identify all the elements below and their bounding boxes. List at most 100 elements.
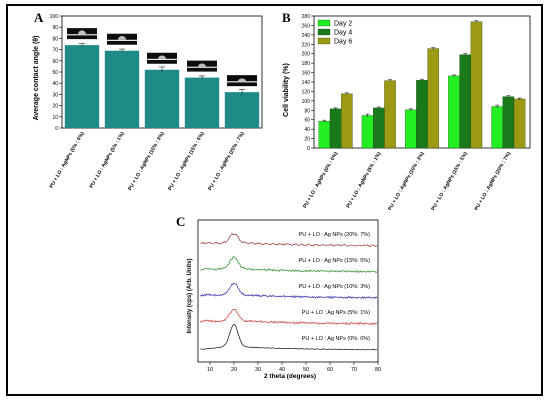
x-tick-label: 40 <box>279 367 285 373</box>
droplet-image-surface <box>67 34 97 36</box>
x-tick-label: 60 <box>327 367 333 373</box>
x-tick-label: 30 <box>255 367 261 373</box>
x-tick-label: PU + LO : AgNPs (5% : 1%) <box>89 131 126 190</box>
panel-c-letter: C <box>176 214 185 229</box>
y-tick-label: 120 <box>302 89 311 95</box>
droplet-shape <box>78 30 86 35</box>
x-tick-label: 70 <box>351 367 357 373</box>
bar <box>416 79 428 149</box>
droplet-image-surface <box>147 58 177 61</box>
y-tick-label: 200 <box>302 52 311 58</box>
bar <box>513 98 526 149</box>
y-tick-label: 90 <box>52 25 58 31</box>
y-tick-label: 100 <box>302 99 311 105</box>
bar <box>448 75 460 149</box>
x-tick-label: PU + LO : AgNPs (0% : 0%) <box>302 151 339 210</box>
series-label: PU + LO : Ag NPs (0%: 0%) <box>302 336 370 342</box>
legend-swatch <box>317 19 331 27</box>
panel-c-xlabel: 2 theta (degrees) <box>264 373 316 380</box>
chart-panel-c: C Intensity (cps) (Arb. Units) 2 theta (… <box>176 214 381 380</box>
bar <box>459 54 471 149</box>
droplet-shape <box>118 36 126 40</box>
y-tick-label: 60 <box>304 118 310 124</box>
legend-label: Day 4 <box>334 30 352 37</box>
y-tick-label: 160 <box>302 71 311 77</box>
y-tick-label: 0 <box>307 146 310 152</box>
legend-label: Day 6 <box>334 39 352 46</box>
droplet-shape <box>238 78 246 82</box>
bar <box>341 93 353 149</box>
droplet-image-surface <box>107 39 137 41</box>
bar <box>329 108 342 149</box>
x-tick-label: 80 <box>375 367 381 373</box>
bar <box>427 48 439 149</box>
bar <box>373 107 385 149</box>
y-tick-label: 0 <box>55 126 58 132</box>
y-tick-label: 140 <box>302 80 311 86</box>
x-tick-label: PU + LO : AgNPs (20% : 7%) <box>207 131 246 192</box>
y-tick-label: 60 <box>52 59 58 65</box>
bar <box>470 21 483 149</box>
bar <box>361 115 374 149</box>
x-tick-label: 20 <box>231 367 237 373</box>
y-tick-label: 280 <box>302 14 311 20</box>
legend-swatch <box>317 37 331 45</box>
series-label: PU + LO : Ag NPs (5%: 1%) <box>302 310 370 316</box>
series-line <box>200 232 378 247</box>
y-tick-label: 100 <box>50 14 59 20</box>
panel-c-ylabel: Intensity (cps) (Arb. Units) <box>187 258 193 333</box>
series-line <box>200 308 378 326</box>
y-tick-label: 240 <box>302 33 311 39</box>
y-tick-label: 20 <box>304 137 310 143</box>
panel-b-ylabel: Cell viability (%) <box>283 63 290 117</box>
chart-panel-a: A Average contact angle (θ) 0 10 20 30 40 50 6… <box>33 10 263 192</box>
legend: Day 2 Day 4 Day 6 <box>317 19 352 46</box>
y-tick-label: 40 <box>52 81 58 87</box>
y-tick-label: 10 <box>52 115 58 121</box>
x-tick-label: PU + LO : AgNPs (0% : 0%) <box>49 131 86 190</box>
bar <box>384 80 396 149</box>
plot-frame <box>197 219 379 363</box>
series-line <box>200 323 378 351</box>
droplet-image-surface <box>227 81 257 83</box>
chart-panel-b: B Cell viability (%) 0 20 40 60 80 100 120 140 1… <box>282 10 531 210</box>
bar <box>224 92 260 128</box>
bar <box>318 120 331 149</box>
x-tick-label: PU + LO : AgNPs (10% : 3%) <box>387 151 426 210</box>
y-tick-label: 20 <box>52 104 58 110</box>
y-tick-label: 260 <box>302 23 311 29</box>
bar <box>104 50 140 128</box>
x-tick-label: 50 <box>303 367 309 373</box>
bar <box>405 109 417 149</box>
x-tick-label: PU + LO : AgNPs (15% : 5%) <box>167 131 206 192</box>
series-label: PU + LO : Ag NPs (15%: 5%) <box>299 258 371 264</box>
y-tick-label: 80 <box>52 36 58 42</box>
y-tick-label: 70 <box>52 48 58 54</box>
x-tick-label: PU + LO : AgNPs (10% : 3%) <box>127 131 166 192</box>
y-tick-label: 50 <box>52 70 58 76</box>
y-tick-label: 40 <box>304 127 310 133</box>
y-tick-label: 180 <box>302 61 311 67</box>
y-tick-label: 220 <box>302 42 311 48</box>
series-line <box>200 282 378 300</box>
bar <box>184 77 220 128</box>
bar <box>491 106 503 149</box>
series-label: PU + LO : Ag NPs (10%: 3%) <box>299 284 371 290</box>
figure-frame <box>6 4 543 396</box>
bar <box>144 69 180 128</box>
panel-a-letter: A <box>34 10 44 25</box>
series-line <box>200 256 378 274</box>
series-label: PU + LO : Ag NPs (20%: 7%) <box>299 232 371 238</box>
y-tick-label: 30 <box>52 92 58 98</box>
panel-a-ylabel: Average contact angle (θ) <box>33 36 40 121</box>
droplet-image-surface <box>187 66 217 68</box>
x-tick-label: PU + LO : AgNPs (20% : 7%) <box>474 151 513 210</box>
x-tick-label: PU + LO : AgNPs (5% : 1%) <box>345 151 382 210</box>
bar <box>64 45 100 129</box>
droplet-shape <box>198 63 206 67</box>
bar <box>502 96 515 149</box>
y-tick-label: 80 <box>304 108 310 114</box>
x-tick-label: 10 <box>207 367 213 373</box>
panel-b-letter: B <box>282 10 291 25</box>
